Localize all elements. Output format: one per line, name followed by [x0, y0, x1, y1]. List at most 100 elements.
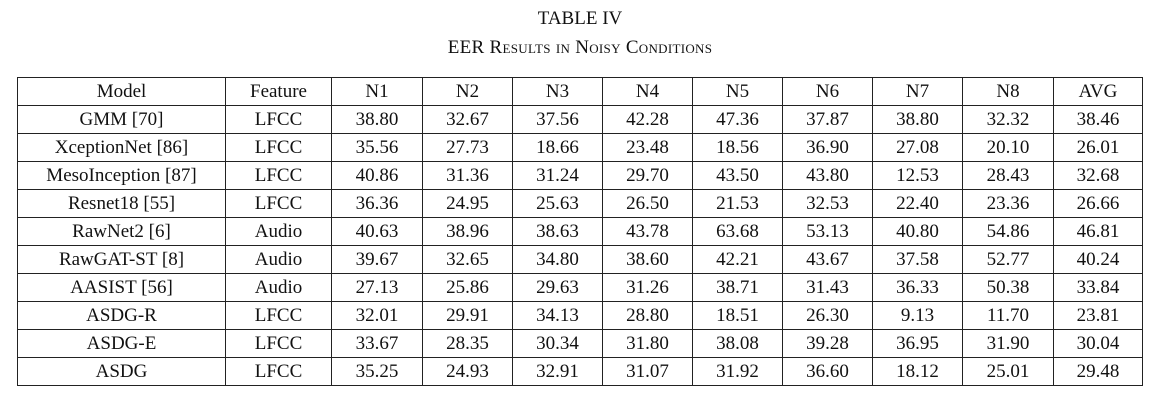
- table-body: GMM [70] LFCC 38.80 32.67 37.56 42.28 47.36 37.…: [17, 105, 1143, 386]
- eer-cell: 32.53: [782, 189, 873, 218]
- feature-cell: Audio: [225, 217, 332, 246]
- results-table: Model Feature N1 N2 N3 N4 N5 N6 N7 N8 AV…: [17, 77, 1143, 386]
- eer-cell: 24.93: [422, 357, 513, 386]
- eer-cell: 38.71: [692, 273, 783, 302]
- eer-cell: 50.38: [962, 273, 1054, 302]
- model-cell: ASDG-E: [17, 329, 226, 358]
- eer-cell: 28.43: [962, 161, 1054, 190]
- eer-cell: 32.67: [422, 105, 513, 134]
- eer-cell: 23.81: [1053, 301, 1143, 330]
- eer-cell: 31.43: [782, 273, 873, 302]
- eer-cell: 21.53: [692, 189, 783, 218]
- column-header: N1: [331, 77, 423, 106]
- eer-cell: 38.63: [512, 217, 603, 246]
- eer-cell: 29.70: [602, 161, 693, 190]
- eer-cell: 34.80: [512, 245, 603, 274]
- eer-cell: 38.46: [1053, 105, 1143, 134]
- feature-cell: LFCC: [225, 329, 332, 358]
- column-header: N8: [962, 77, 1054, 106]
- column-header: N5: [692, 77, 783, 106]
- eer-cell: 38.80: [872, 105, 963, 134]
- eer-cell: 38.96: [422, 217, 513, 246]
- feature-cell: LFCC: [225, 357, 332, 386]
- column-header: Model: [17, 77, 226, 106]
- model-cell: ASDG-R: [17, 301, 226, 330]
- eer-cell: 11.70: [962, 301, 1054, 330]
- eer-cell: 43.78: [602, 217, 693, 246]
- eer-cell: 39.67: [331, 245, 423, 274]
- table-title: EER Results in Noisy Conditions: [447, 37, 713, 58]
- eer-cell: 33.84: [1053, 273, 1143, 302]
- table-label: TABLE IV: [537, 8, 623, 29]
- model-cell: XceptionNet [86]: [17, 133, 226, 162]
- column-header: Feature: [225, 77, 332, 106]
- eer-cell: 32.32: [962, 105, 1054, 134]
- eer-cell: 38.60: [602, 245, 693, 274]
- eer-cell: 24.95: [422, 189, 513, 218]
- model-cell: Resnet18 [55]: [17, 189, 226, 218]
- eer-cell: 42.28: [602, 105, 693, 134]
- eer-cell: 30.34: [512, 329, 603, 358]
- eer-cell: 43.80: [782, 161, 873, 190]
- table-row: ASDG-R LFCC 32.01 29.91 34.13 28.80 18.51 26.30…: [17, 301, 1143, 330]
- model-cell: GMM [70]: [17, 105, 226, 134]
- eer-cell: 43.67: [782, 245, 873, 274]
- eer-cell: 43.50: [692, 161, 783, 190]
- eer-cell: 35.25: [331, 357, 423, 386]
- eer-cell: 40.80: [872, 217, 963, 246]
- eer-cell: 23.36: [962, 189, 1054, 218]
- eer-cell: 22.40: [872, 189, 963, 218]
- eer-cell: 31.92: [692, 357, 783, 386]
- eer-cell: 32.01: [331, 301, 423, 330]
- eer-cell: 38.80: [331, 105, 423, 134]
- table-row: RawNet2 [6] Audio 40.63 38.96 38.63 43.78 63.6…: [17, 217, 1143, 246]
- eer-cell: 27.13: [331, 273, 423, 302]
- eer-cell: 28.35: [422, 329, 513, 358]
- eer-cell: 27.08: [872, 133, 963, 162]
- feature-cell: LFCC: [225, 133, 332, 162]
- eer-cell: 26.66: [1053, 189, 1143, 218]
- eer-cell: 31.36: [422, 161, 513, 190]
- eer-cell: 52.77: [962, 245, 1054, 274]
- eer-cell: 25.86: [422, 273, 513, 302]
- eer-cell: 26.01: [1053, 133, 1143, 162]
- eer-cell: 18.12: [872, 357, 963, 386]
- eer-cell: 29.63: [512, 273, 603, 302]
- eer-cell: 37.58: [872, 245, 963, 274]
- eer-cell: 29.91: [422, 301, 513, 330]
- eer-cell: 40.86: [331, 161, 423, 190]
- model-cell: AASIST [56]: [17, 273, 226, 302]
- eer-cell: 31.90: [962, 329, 1054, 358]
- column-header: N2: [422, 77, 513, 106]
- column-header: N6: [782, 77, 873, 106]
- model-cell: RawGAT-ST [8]: [17, 245, 226, 274]
- column-header: N7: [872, 77, 963, 106]
- eer-cell: 32.68: [1053, 161, 1143, 190]
- eer-cell: 26.50: [602, 189, 693, 218]
- feature-cell: LFCC: [225, 189, 332, 218]
- table-row: GMM [70] LFCC 38.80 32.67 37.56 42.28 47.36 37.…: [17, 105, 1143, 134]
- column-header: AVG: [1053, 77, 1143, 106]
- feature-cell: LFCC: [225, 161, 332, 190]
- eer-cell: 32.65: [422, 245, 513, 274]
- eer-cell: 31.80: [602, 329, 693, 358]
- eer-cell: 37.56: [512, 105, 603, 134]
- eer-cell: 47.36: [692, 105, 783, 134]
- eer-cell: 32.91: [512, 357, 603, 386]
- eer-cell: 37.87: [782, 105, 873, 134]
- eer-cell: 31.07: [602, 357, 693, 386]
- model-cell: MesoInception [87]: [17, 161, 226, 190]
- eer-cell: 36.60: [782, 357, 873, 386]
- eer-cell: 31.26: [602, 273, 693, 302]
- eer-cell: 23.48: [602, 133, 693, 162]
- eer-cell: 34.13: [512, 301, 603, 330]
- eer-cell: 31.24: [512, 161, 603, 190]
- eer-cell: 42.21: [692, 245, 783, 274]
- eer-cell: 25.01: [962, 357, 1054, 386]
- eer-cell: 26.30: [782, 301, 873, 330]
- eer-cell: 38.08: [692, 329, 783, 358]
- eer-cell: 39.28: [782, 329, 873, 358]
- eer-cell: 36.33: [872, 273, 963, 302]
- eer-cell: 63.68: [692, 217, 783, 246]
- eer-cell: 30.04: [1053, 329, 1143, 358]
